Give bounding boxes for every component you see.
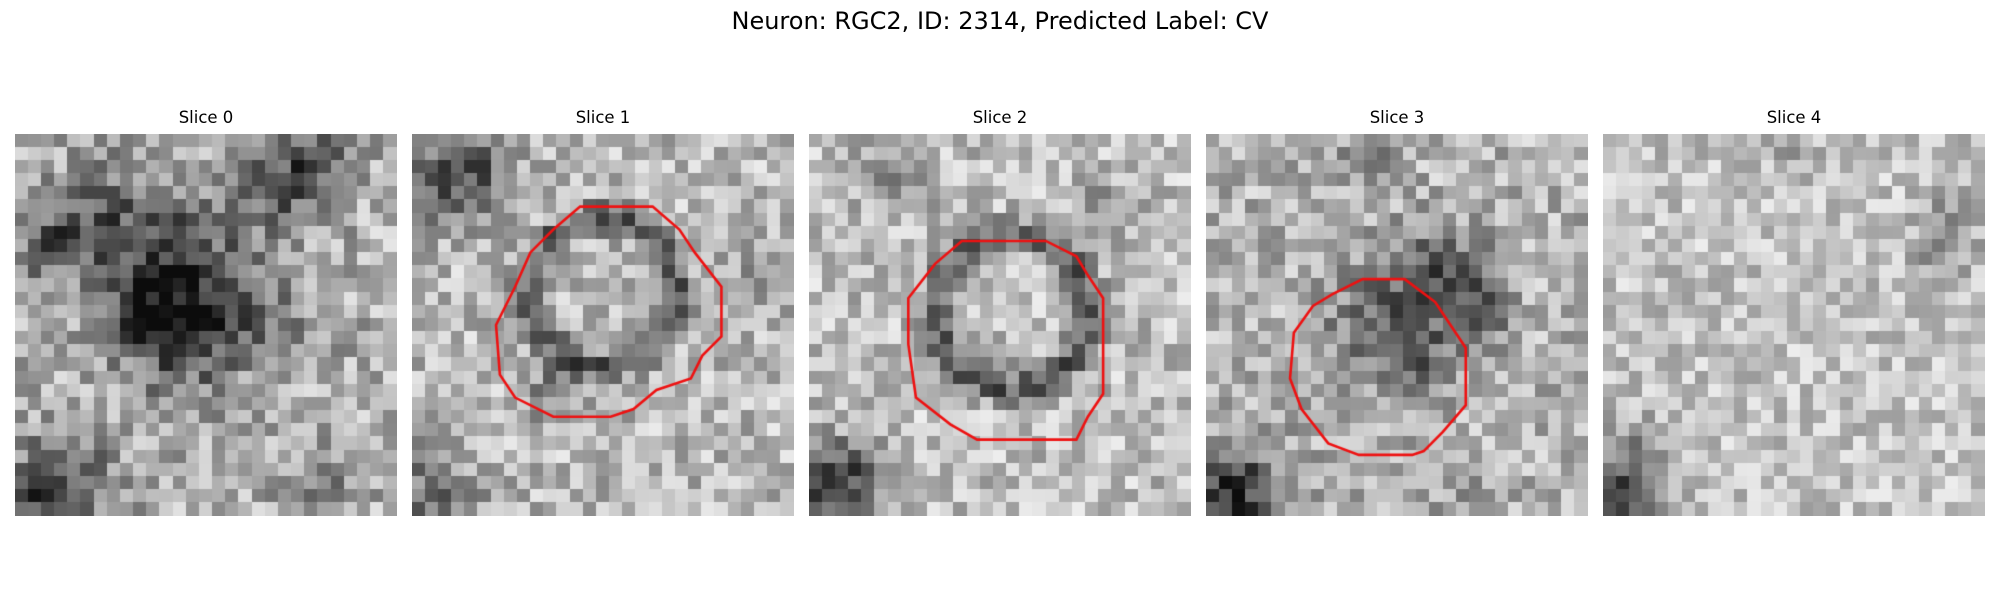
slice-title: Slice 4 <box>1766 108 1822 127</box>
slice-image-2 <box>809 134 1191 516</box>
slice-panel-3: Slice 3 <box>1206 108 1588 516</box>
slice-panel-0: Slice 0 <box>15 108 397 516</box>
slice-title: Slice 2 <box>972 108 1028 127</box>
slice-title: Slice 0 <box>178 108 234 127</box>
slice-panel-4: Slice 4 <box>1603 108 1985 516</box>
slice-title: Slice 3 <box>1369 108 1425 127</box>
slice-title: Slice 1 <box>575 108 631 127</box>
slice-panel-1: Slice 1 <box>412 108 794 516</box>
slice-image-4 <box>1603 134 1985 516</box>
slice-image-3 <box>1206 134 1588 516</box>
slice-image-0 <box>15 134 397 516</box>
slice-panel-2: Slice 2 <box>809 108 1191 516</box>
figure-title: Neuron: RGC2, ID: 2314, Predicted Label:… <box>731 7 1269 35</box>
slice-image-1 <box>412 134 794 516</box>
